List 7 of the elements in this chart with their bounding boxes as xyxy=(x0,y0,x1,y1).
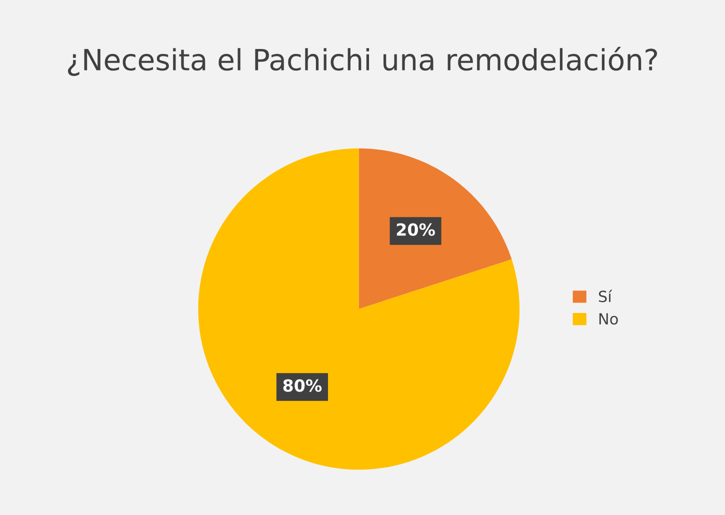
chart-title: ¿Necesita el Pachichi una remodelación? xyxy=(68,46,658,76)
pie-slice xyxy=(198,148,520,470)
legend-label: No xyxy=(599,313,618,325)
data-label: 80% xyxy=(283,379,322,392)
pie-slice xyxy=(358,148,512,309)
legend-label: Sí xyxy=(598,290,612,302)
data-label: 20% xyxy=(396,223,435,236)
